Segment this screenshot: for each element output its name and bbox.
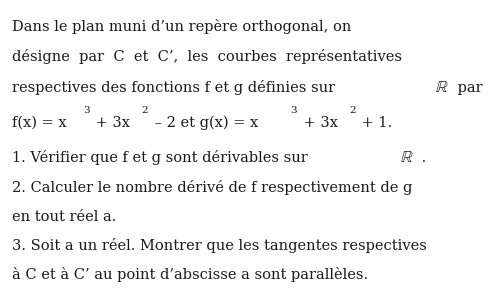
Text: en tout réel a.: en tout réel a.: [12, 210, 117, 224]
Text: 2. Calculer le nombre dérivé de f respectivement de g: 2. Calculer le nombre dérivé de f respec…: [12, 180, 413, 195]
Text: 2: 2: [142, 107, 148, 116]
Text: $\mathbb{R}$: $\mathbb{R}$: [435, 79, 449, 96]
Text: 3. Soit a un réel. Montrer que les tangentes respectives: 3. Soit a un réel. Montrer que les tange…: [12, 238, 427, 253]
Text: $\mathbb{R}$: $\mathbb{R}$: [400, 148, 413, 166]
Text: Dans le plan muni d’un repère orthogonal, on: Dans le plan muni d’un repère orthogonal…: [12, 19, 352, 33]
Text: 2: 2: [349, 107, 356, 116]
Text: + 1.: + 1.: [358, 116, 392, 129]
Text: .: .: [417, 150, 427, 164]
Text: 3: 3: [83, 107, 89, 116]
Text: + 3x: + 3x: [91, 116, 130, 129]
Text: 3: 3: [290, 107, 297, 116]
Text: + 3x: + 3x: [299, 116, 338, 129]
Text: à C et à C’ au point d’abscisse a sont parallèles.: à C et à C’ au point d’abscisse a sont p…: [12, 267, 369, 282]
Text: 1. Vérifier que f et g sont dérivables sur: 1. Vérifier que f et g sont dérivables s…: [12, 150, 313, 164]
Text: par: par: [452, 81, 482, 95]
Text: respectives des fonctions f et g définies sur: respectives des fonctions f et g définie…: [12, 80, 340, 95]
Text: – 2 et g(x) = x: – 2 et g(x) = x: [150, 115, 258, 129]
Text: f(x) = x: f(x) = x: [12, 116, 67, 129]
Text: désigne  par  C  et  C’,  les  courbes  représentatives: désigne par C et C’, les courbes représe…: [12, 49, 402, 64]
